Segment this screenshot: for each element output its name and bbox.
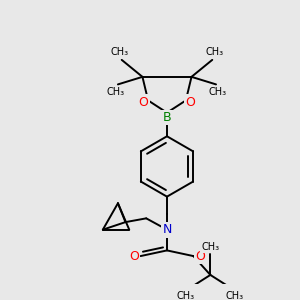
Text: CH₃: CH₃	[177, 291, 195, 300]
Text: CH₃: CH₃	[201, 242, 219, 252]
Text: CH₃: CH₃	[209, 87, 227, 97]
Text: O: O	[186, 96, 196, 109]
Text: CH₃: CH₃	[111, 47, 129, 57]
Text: O: O	[195, 250, 205, 262]
Text: CH₃: CH₃	[226, 291, 244, 300]
Text: B: B	[163, 111, 171, 124]
Text: CH₃: CH₃	[205, 47, 223, 57]
Text: CH₃: CH₃	[107, 87, 125, 97]
Text: O: O	[129, 250, 139, 262]
Text: O: O	[139, 96, 148, 109]
Text: N: N	[162, 223, 172, 236]
